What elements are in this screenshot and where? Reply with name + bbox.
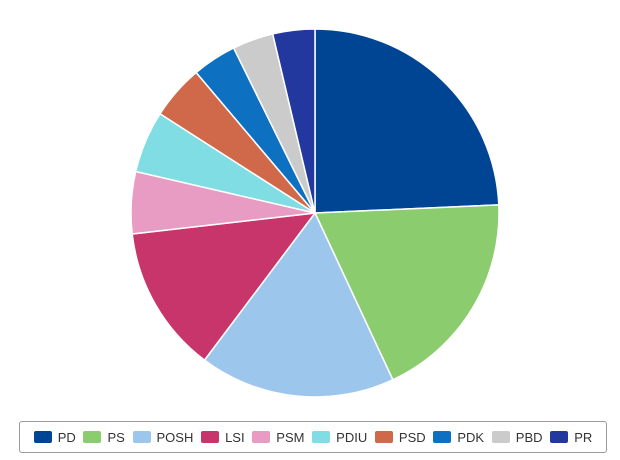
legend-swatch <box>252 431 271 443</box>
legend-label: POSH <box>156 429 194 445</box>
legend-label: LSI <box>225 429 245 445</box>
pie-slice-pr[interactable] <box>271 28 316 214</box>
legend-label: PSD <box>398 429 426 445</box>
pie-plot-area <box>130 28 500 398</box>
legend-item-psd[interactable]: PSD <box>374 429 426 445</box>
legend-item-posh[interactable]: POSH <box>132 429 194 445</box>
pie-slices <box>130 28 500 398</box>
legend-item-pdk[interactable]: PDK <box>433 430 484 445</box>
legend-item-pd[interactable]: PD <box>33 429 76 445</box>
legend-swatch <box>132 431 151 443</box>
legend-item-pdiu[interactable]: PDIU <box>312 430 367 445</box>
pie-slice-ps[interactable] <box>314 204 500 381</box>
pie-slice-pd[interactable] <box>314 28 500 214</box>
legend-label: PR <box>574 429 593 445</box>
legend-swatch <box>312 431 331 443</box>
legend-label: PS <box>107 429 125 445</box>
legend-label: PBD <box>515 429 543 445</box>
chart-legend: PD PS POSH LSI PSM PDIU PSD PDK PBD PR <box>19 421 607 453</box>
legend-item-ps[interactable]: PS <box>83 429 125 445</box>
legend-swatch <box>83 431 102 443</box>
legend-label: PD <box>57 429 76 445</box>
legend-label: PSM <box>276 429 305 445</box>
legend-item-psm[interactable]: PSM <box>252 430 304 445</box>
pie-slice-lsi[interactable] <box>131 212 316 361</box>
legend-swatch <box>33 431 52 443</box>
legend-swatch <box>433 431 452 443</box>
legend-item-pr[interactable]: PR <box>550 430 592 445</box>
pie-slice-posh[interactable] <box>203 212 394 398</box>
legend-swatch <box>491 431 510 443</box>
legend-label: PDK <box>457 429 485 445</box>
legend-item-pbd[interactable]: PBD <box>491 429 543 445</box>
legend-swatch <box>374 431 393 443</box>
legend-item-lsi[interactable]: LSI <box>201 430 245 445</box>
legend-swatch <box>201 431 220 443</box>
legend-label: PDIU <box>336 429 368 445</box>
legend-swatch <box>550 431 569 443</box>
